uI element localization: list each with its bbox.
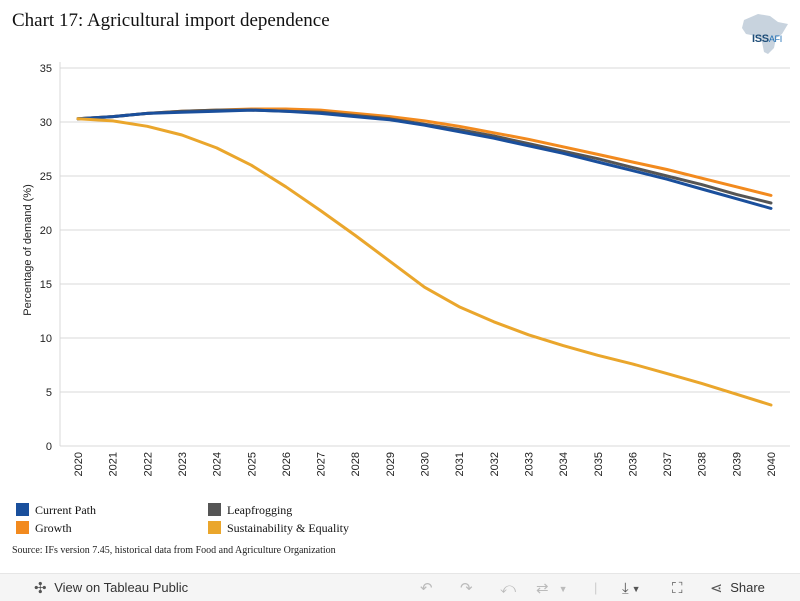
refresh-button[interactable]: ⇄ ▼ [536, 579, 568, 597]
y-tick-label: 35 [40, 63, 52, 75]
x-tick-label: 2022 [142, 452, 154, 476]
download-button[interactable]: ⤓ ▼ [622, 579, 641, 597]
x-tick-label: 2035 [593, 452, 605, 476]
fullscreen-button[interactable]: ⛶ [672, 579, 683, 597]
tableau-logo-icon: ✣ [34, 579, 47, 597]
chevron-down-icon: ▼ [631, 583, 641, 594]
legend-swatch-growth [16, 521, 29, 534]
y-tick-label: 30 [40, 117, 52, 129]
x-tick-label: 2033 [523, 452, 535, 476]
y-tick-label: 0 [46, 441, 52, 453]
x-tick-label: 2023 [177, 452, 189, 476]
x-tick-label: 2038 [697, 452, 709, 476]
x-tick-label: 2039 [731, 452, 743, 476]
iss-logo[interactable]: ISSAFI [752, 33, 782, 45]
legend-label: Sustainability & Equality [227, 521, 349, 535]
undo-button[interactable]: ↶ [420, 579, 433, 597]
x-tick-label: 2020 [73, 452, 85, 476]
legend-swatch-current-path [16, 503, 29, 516]
x-tick-label: 2021 [108, 452, 120, 476]
africa-map-icon [742, 14, 788, 54]
chart-title: Chart 17: Agricultural import dependence [12, 10, 330, 31]
download-icon: ⤓ [622, 579, 629, 597]
x-tick-label: 2037 [662, 452, 674, 476]
y-tick-label: 10 [40, 333, 52, 345]
refresh-icon: ⇄ [536, 579, 549, 597]
legend-item-current-path[interactable]: Current Path [16, 502, 96, 518]
legend-item-leapfrogging[interactable]: Leapfrogging [208, 502, 292, 518]
x-tick-label: 2027 [316, 452, 328, 476]
x-tick-label: 2028 [350, 452, 362, 476]
view-on-tableau-button[interactable]: ✣ View on Tableau Public [34, 579, 188, 597]
legend-label: Current Path [35, 503, 96, 517]
y-tick-label: 20 [40, 225, 52, 237]
share-button[interactable]: ⋖ Share [710, 579, 765, 597]
legend-label: Growth [35, 521, 72, 535]
y-tick-label: 5 [46, 387, 52, 399]
x-tick-label: 2024 [212, 452, 224, 476]
undo-icon: ↶ [420, 579, 433, 597]
share-label: Share [730, 580, 765, 595]
x-tick-label: 2032 [489, 452, 501, 476]
series-line-sustainability-equality [76, 117, 773, 407]
x-tick-label: 2036 [627, 452, 639, 476]
redo-icon: ↷ [460, 579, 473, 597]
share-icon: ⋖ [710, 579, 723, 597]
revert-icon: ⤺ [500, 579, 517, 597]
logo-sub: AFI [768, 34, 782, 44]
redo-button[interactable]: ↷ [460, 579, 473, 597]
view-on-tableau-label: View on Tableau Public [54, 580, 189, 595]
legend-swatch-leapfrogging [208, 503, 221, 516]
legend-item-growth[interactable]: Growth [16, 520, 72, 536]
x-tick-label: 2034 [558, 452, 570, 476]
tableau-toolbar: ✣ View on Tableau Public ↶ ↷ ⤺ ⇄ ▼ | ⤓ ▼ ⛶… [0, 573, 800, 601]
x-tick-label: 2030 [420, 452, 432, 476]
fullscreen-icon: ⛶ [672, 579, 683, 597]
chevron-down-icon: ▼ [558, 583, 568, 594]
toolbar-divider: | [594, 580, 598, 595]
x-tick-label: 2040 [766, 452, 778, 476]
legend: Current Path Leapfrogging Growth Sustain… [0, 494, 800, 536]
legend-swatch-sustainability [208, 521, 221, 534]
logo-text: ISS [752, 33, 769, 45]
series-line-current-path [76, 108, 773, 210]
x-tick-label: 2025 [246, 452, 258, 476]
y-tick-label: 25 [40, 171, 52, 183]
y-tick-label: 15 [40, 279, 52, 291]
legend-label: Leapfrogging [227, 503, 293, 517]
revert-button[interactable]: ⤺ [500, 579, 516, 597]
source-note: Source: IFs version 7.45, historical dat… [12, 545, 336, 556]
legend-item-sustainability[interactable]: Sustainability & Equality [208, 520, 349, 536]
x-tick-label: 2031 [454, 452, 466, 476]
x-tick-label: 2029 [385, 452, 397, 476]
x-tick-label: 2026 [281, 452, 293, 476]
